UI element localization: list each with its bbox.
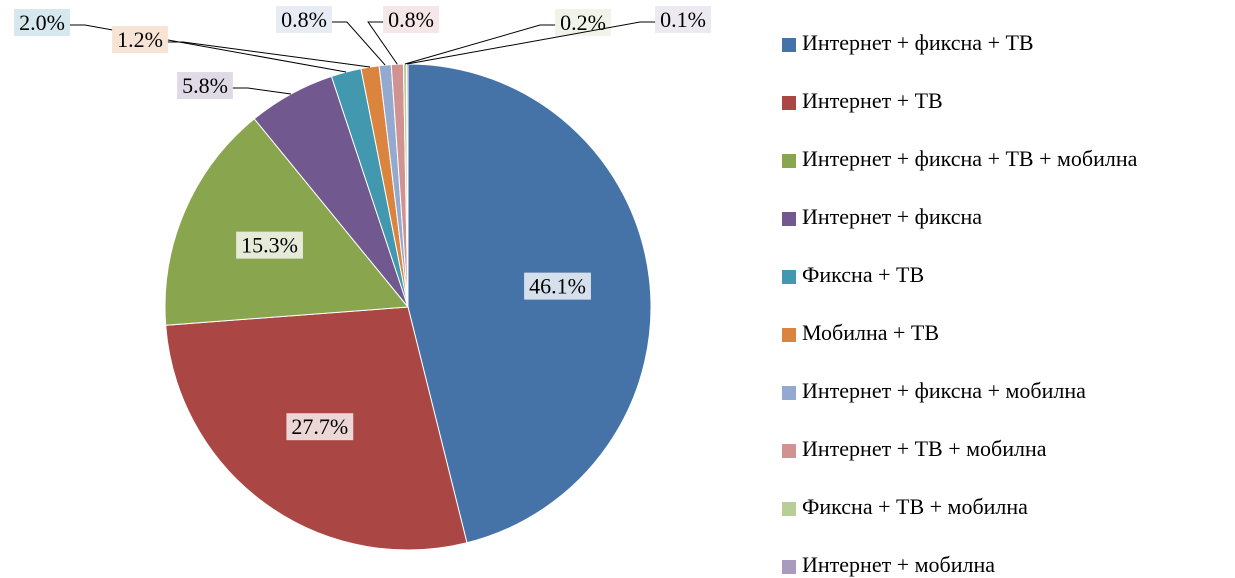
leader-line bbox=[331, 21, 386, 66]
legend-label: Мобилна + ТВ bbox=[802, 320, 939, 345]
label-bg bbox=[383, 6, 439, 34]
leader-line bbox=[167, 41, 371, 68]
data-label: 0.2% bbox=[560, 10, 606, 35]
pie-slice bbox=[164, 118, 409, 326]
legend-swatch bbox=[782, 560, 796, 574]
legend-label: Интернет + ТВ bbox=[802, 88, 943, 113]
data-label: 46.1% bbox=[529, 274, 586, 299]
leader-line bbox=[367, 21, 398, 65]
legend-label: Интернет + фиксна bbox=[802, 204, 982, 229]
legend-label: Фиксна + ТВ bbox=[802, 262, 924, 287]
label-bg bbox=[177, 72, 233, 100]
legend-swatch bbox=[782, 270, 796, 284]
label-bg bbox=[14, 9, 70, 37]
legend-swatch bbox=[782, 96, 796, 110]
label-bg bbox=[524, 272, 591, 300]
leader-line bbox=[407, 21, 656, 65]
label-bg bbox=[286, 413, 354, 441]
data-label: 2.0% bbox=[19, 10, 65, 35]
legend-label: Интернет + фиксна + ТВ bbox=[802, 30, 1034, 55]
data-label: 0.8% bbox=[388, 7, 434, 32]
legend-label: Фиксна + ТВ + мобилна bbox=[802, 494, 1028, 519]
legend-label: Интернет + ТВ + мобилна bbox=[802, 436, 1047, 461]
data-label: 0.1% bbox=[660, 7, 706, 32]
legend-label: Интернет + мобилна bbox=[802, 552, 995, 577]
label-bg bbox=[236, 231, 303, 259]
data-label: 15.3% bbox=[241, 233, 298, 258]
label-bg bbox=[655, 6, 711, 34]
leader-line bbox=[232, 87, 292, 95]
legend-swatch bbox=[782, 38, 796, 52]
label-bg bbox=[112, 26, 168, 54]
label-bg bbox=[555, 9, 611, 37]
legend-label: Интернет + фиксна + ТВ + мобилна bbox=[802, 146, 1138, 171]
legend-swatch bbox=[782, 386, 796, 400]
data-label: 27.7% bbox=[291, 414, 348, 439]
label-bg bbox=[276, 6, 332, 34]
legend-swatch bbox=[782, 444, 796, 458]
legend-swatch bbox=[782, 154, 796, 168]
pie-slice bbox=[407, 63, 652, 544]
legend-swatch bbox=[782, 502, 796, 516]
data-label: 5.8% bbox=[182, 73, 228, 98]
data-label: 0.8% bbox=[281, 7, 327, 32]
data-label: 1.2% bbox=[117, 27, 163, 52]
legend-label: Интернет + фиксна + мобилна bbox=[802, 378, 1086, 403]
legend-swatch bbox=[782, 212, 796, 226]
leader-line bbox=[404, 24, 556, 65]
leader-line bbox=[69, 24, 347, 73]
legend-swatch bbox=[782, 328, 796, 342]
